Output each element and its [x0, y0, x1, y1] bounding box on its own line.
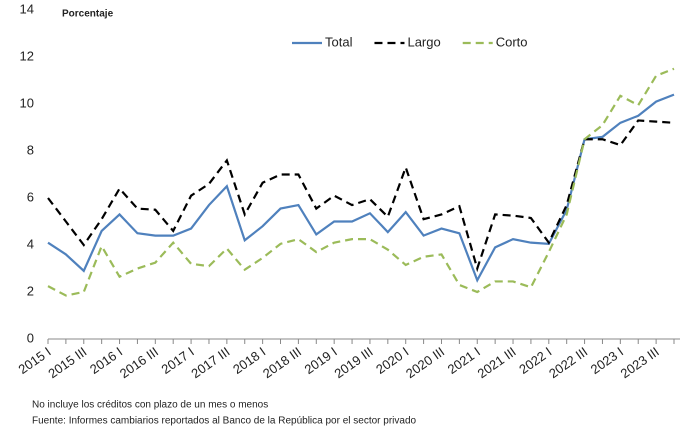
footnote: Fuente: Informes cambiarios reportados a… — [32, 416, 417, 427]
x-tick-label: 2023 III — [618, 344, 662, 381]
x-tick-label: 2021 III — [475, 344, 519, 381]
x-tick-label: 2019 III — [332, 344, 376, 381]
footnote: No incluye los créditos con plazo de un … — [32, 400, 268, 411]
line-series — [47, 67, 675, 297]
legend-label: Corto — [496, 34, 528, 49]
x-tick-label: 2017 III — [188, 344, 232, 381]
legend-label: Total — [325, 34, 353, 49]
x-tick-label: 2016 III — [117, 344, 161, 381]
line-series — [47, 119, 675, 273]
y-tick-label: 4 — [27, 236, 34, 251]
x-tick-label: 2015 III — [45, 344, 89, 381]
y-tick-label: 10 — [20, 95, 34, 110]
y-tick-label: 12 — [20, 48, 34, 63]
legend-label: Largo — [407, 34, 440, 49]
y-tick-label: 6 — [27, 189, 34, 204]
y-tick-label: 0 — [27, 330, 34, 345]
y-tick-label: 8 — [27, 142, 34, 157]
line-series — [47, 93, 675, 283]
y-tick-label: 14 — [20, 1, 34, 16]
x-tick-label: 2022 III — [546, 344, 590, 381]
chart-subtitle: Porcentaje — [62, 9, 114, 20]
x-tick-label: 2018 III — [260, 344, 304, 381]
y-tick-label: 2 — [27, 283, 34, 298]
x-tick-label: 2020 III — [403, 344, 447, 381]
